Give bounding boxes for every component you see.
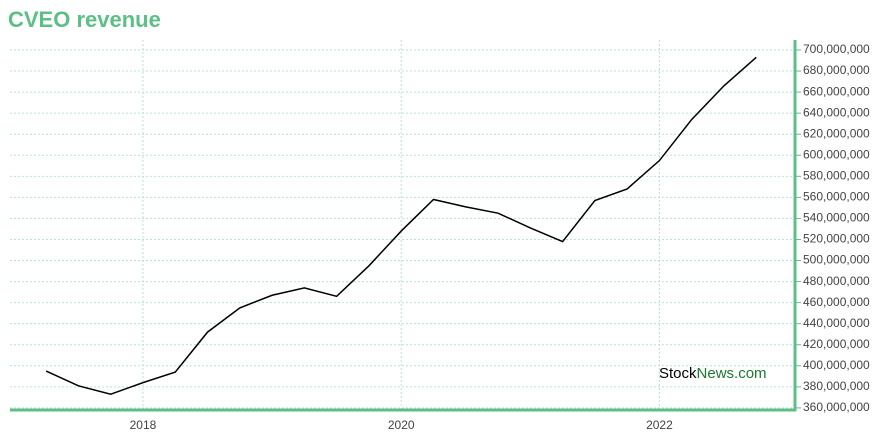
x-tick-label: 2018 [130, 418, 157, 432]
y-tick-label: 360,000,000 [803, 400, 870, 414]
y-tick-label: 680,000,000 [803, 63, 870, 77]
y-tick-label: 540,000,000 [803, 211, 870, 225]
y-tick-label: 520,000,000 [803, 232, 870, 246]
y-tick-label: 500,000,000 [803, 253, 870, 267]
y-tick-label: 460,000,000 [803, 295, 870, 309]
y-tick-label: 640,000,000 [803, 105, 870, 119]
y-tick-label: 560,000,000 [803, 190, 870, 204]
y-tick-label: 480,000,000 [803, 274, 870, 288]
watermark-part: News.com [697, 365, 767, 382]
x-tick-label: 2022 [646, 418, 673, 432]
y-tick-label: 620,000,000 [803, 126, 870, 140]
y-tick-label: 700,000,000 [803, 42, 870, 56]
y-tick-label: 400,000,000 [803, 358, 870, 372]
y-tick-label: 440,000,000 [803, 316, 870, 330]
line [45, 56, 757, 395]
y-tick-label: 660,000,000 [803, 84, 870, 98]
y-tick-label: 580,000,000 [803, 168, 870, 182]
x-tick-label: 2020 [388, 418, 415, 432]
y-tick-label: 600,000,000 [803, 147, 870, 161]
y-tick-label: 420,000,000 [803, 337, 870, 351]
watermark-part: Stock [659, 365, 697, 382]
chart-title: CVEO revenue [8, 7, 161, 32]
watermark: StockNews.com [659, 365, 767, 382]
y-tick-label: 380,000,000 [803, 379, 870, 393]
